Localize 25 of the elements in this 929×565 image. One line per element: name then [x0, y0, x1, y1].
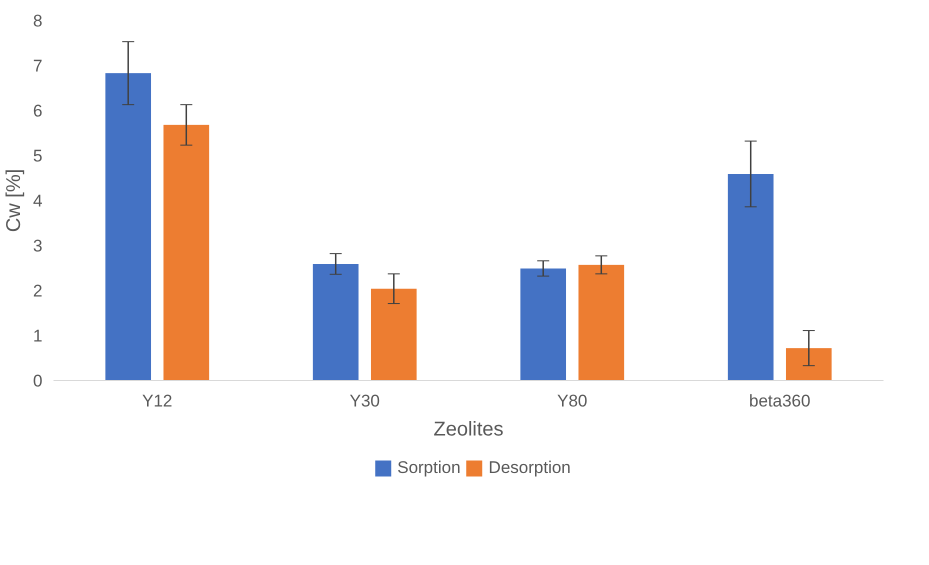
bar [728, 174, 774, 380]
y-tick-label: 8 [33, 12, 43, 30]
bar [370, 288, 417, 380]
bar [578, 264, 624, 380]
y-tick-label: 3 [33, 236, 43, 256]
y-tick-label: 7 [33, 56, 43, 76]
legend-label: Sorption [397, 458, 461, 478]
y-axis-title: Cw [%] [3, 168, 26, 232]
y-tick-label: 4 [33, 192, 43, 210]
y-tick-label: 6 [33, 102, 43, 120]
bar [163, 124, 210, 380]
x-axis-title: Zeolites [433, 418, 504, 440]
bar [312, 264, 359, 380]
x-tick-label: Y80 [557, 392, 588, 410]
y-tick-label: 5 [33, 146, 43, 166]
y-tick-label: 0 [33, 372, 43, 390]
x-tick-label: Y30 [350, 392, 380, 410]
y-tick-label: 2 [33, 282, 43, 300]
x-tick-label: Y12 [142, 392, 172, 410]
bar [520, 268, 566, 380]
bar [786, 348, 832, 380]
bar [105, 73, 152, 380]
x-tick-label: beta360 [749, 392, 810, 410]
y-tick-label: 1 [33, 326, 43, 346]
legend-label: Desorption [488, 458, 571, 478]
